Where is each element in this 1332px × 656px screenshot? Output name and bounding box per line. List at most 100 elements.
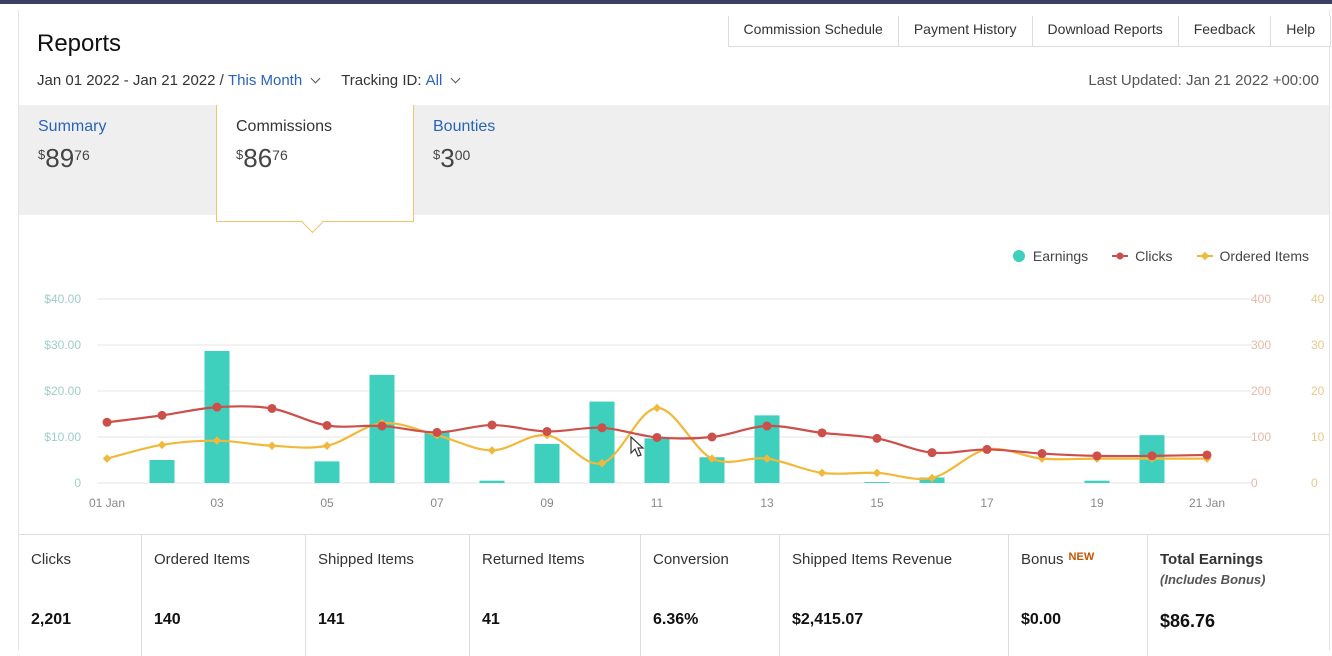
y-tick-label-clicks: 400 <box>1251 292 1271 306</box>
legend-earnings[interactable]: Earnings <box>1012 248 1088 264</box>
y-tick-label-clicks: 100 <box>1251 430 1271 444</box>
clicks-point <box>542 426 552 436</box>
stat-value: 41 <box>482 611 500 628</box>
clicks-point <box>652 432 662 442</box>
x-tick-label: 05 <box>320 496 334 510</box>
x-tick-label: 15 <box>870 496 884 510</box>
clicks-point <box>1202 450 1212 460</box>
new-badge: NEW <box>1068 551 1095 563</box>
stat-value: $2,415.07 <box>792 611 864 628</box>
clicks-point <box>817 428 827 438</box>
stat-conversion: Conversion 6.36% <box>641 535 780 656</box>
stat-bonus: Bonus NEW $0.00 <box>1009 535 1148 656</box>
stat-value: 141 <box>318 611 345 628</box>
stat-label: Shipped Items Revenue <box>792 551 953 568</box>
page-title: Reports <box>37 30 122 57</box>
nav-commission-schedule[interactable]: Commission Schedule <box>743 21 883 37</box>
legend-ordered-marker <box>1196 251 1213 261</box>
tab-commissions-label: Commissions <box>236 118 333 135</box>
legend-ordered-items[interactable]: Ordered Items <box>1196 248 1309 264</box>
y-tick-label-ordered: 20 <box>1311 384 1325 398</box>
ordered-items-point <box>707 454 717 463</box>
stat-label: Shipped Items <box>318 551 414 568</box>
stat-value: 2,201 <box>31 611 72 628</box>
clicks-point <box>762 421 772 431</box>
stat-label: Bonus NEW <box>1021 551 1094 568</box>
x-tick-label: 21 Jan <box>1189 496 1225 510</box>
x-tick-label: 19 <box>1090 496 1104 510</box>
earnings-bar <box>314 461 340 483</box>
x-tick-label: 07 <box>430 496 444 510</box>
x-tick-label: 17 <box>980 496 994 510</box>
legend-clicks-label: Clicks <box>1135 248 1173 264</box>
earnings-tabs: Summary $8976 Commissions $8676 Bounties… <box>19 105 1329 234</box>
clicks-point <box>1147 451 1157 461</box>
bonus-label: Bonus <box>1021 551 1064 568</box>
ordered-items-point <box>212 436 222 445</box>
ordered-items-point <box>267 441 277 450</box>
tab-bounties[interactable]: Bounties $300 <box>414 105 610 215</box>
clicks-point <box>1037 449 1047 459</box>
clicks-point <box>157 410 167 420</box>
legend-earnings-label: Earnings <box>1032 248 1089 264</box>
nav-feedback[interactable]: Feedback <box>1177 16 1270 46</box>
chart-canvas[interactable]: $40.00 400 40$30.00 300 30$20.00 200 20$10.00 1… <box>19 242 1329 532</box>
x-tick-label: 13 <box>760 496 774 510</box>
amount-cents: 00 <box>454 147 471 163</box>
y-tick-label-ordered: 0 <box>1311 476 1318 490</box>
x-tick-label: 09 <box>540 496 554 510</box>
nav-payment-history[interactable]: Payment History <box>897 16 1032 46</box>
x-tick-label: 03 <box>210 496 224 510</box>
stat-returned-items: Returned Items 41 <box>470 535 641 656</box>
y-tick-label-ordered: 30 <box>1311 338 1325 352</box>
y-tick-label-clicks: 0 <box>1251 476 1258 490</box>
tab-commissions[interactable]: Commissions $8676 <box>216 105 414 234</box>
ordered-items-point <box>872 468 882 478</box>
clicks-point <box>432 427 442 437</box>
date-preset-dropdown[interactable]: This Month <box>227 72 303 89</box>
tab-summary-amount: $8976 <box>38 143 90 174</box>
stat-label: Ordered Items <box>154 551 250 568</box>
total-earnings-sub: (Includes Bonus) <box>1160 572 1266 587</box>
report-nav: Commission Schedule Payment History Down… <box>727 16 1331 47</box>
earnings-bar <box>1084 480 1110 483</box>
clicks-point <box>377 421 387 431</box>
stat-value: 140 <box>154 611 181 628</box>
x-tick-label: 01 Jan <box>89 496 125 510</box>
ordered-items-point <box>597 458 607 468</box>
earnings-bar <box>644 438 670 483</box>
earnings-bar <box>479 480 505 483</box>
legend-clicks[interactable]: Clicks <box>1112 248 1173 264</box>
top-accent-bar <box>0 0 1332 4</box>
y-tick-label-ordered: 40 <box>1311 292 1325 306</box>
y-tick-label-clicks: 200 <box>1251 384 1271 398</box>
amount-whole: 89 <box>45 143 75 173</box>
tab-summary[interactable]: Summary $8976 <box>19 105 215 215</box>
active-tab-pointer <box>301 211 324 234</box>
ordered-items-point <box>762 454 772 463</box>
tracking-id-label: Tracking ID: <box>341 72 422 89</box>
y-tick-label-earnings: $10.00 <box>44 430 81 444</box>
nav-help[interactable]: Help <box>1270 16 1330 46</box>
date-range-text: Jan 01 2022 - Jan 21 2022 / <box>37 72 224 89</box>
earnings-bar <box>204 350 230 483</box>
reports-panel: Reports Commission Schedule Payment Hist… <box>18 10 1331 656</box>
earnings-bar <box>149 460 175 483</box>
y-tick-label-clicks: 300 <box>1251 338 1271 352</box>
clicks-point <box>707 432 717 442</box>
stat-label: Returned Items <box>482 551 585 568</box>
nav-download-reports[interactable]: Download Reports <box>1031 16 1178 46</box>
y-tick-label-earnings: $30.00 <box>44 338 81 352</box>
chevron-down-icon[interactable] <box>310 73 321 84</box>
ordered-items-point <box>652 403 662 413</box>
legend-ordered-label: Ordered Items <box>1219 248 1309 264</box>
total-earnings-label: Total Earnings <box>1160 551 1264 568</box>
amount-cents: 76 <box>272 147 288 163</box>
tracking-id-dropdown[interactable]: All <box>425 72 443 89</box>
stat-label: Conversion <box>653 551 729 568</box>
chevron-down-icon[interactable] <box>450 73 461 84</box>
chart-legend: Earnings Clicks Ordered Items <box>1012 248 1309 264</box>
stat-value: $0.00 <box>1021 611 1062 628</box>
clicks-point <box>597 423 607 433</box>
stat-total-earnings: Total Earnings (Includes Bonus) $86.76 <box>1148 535 1329 656</box>
